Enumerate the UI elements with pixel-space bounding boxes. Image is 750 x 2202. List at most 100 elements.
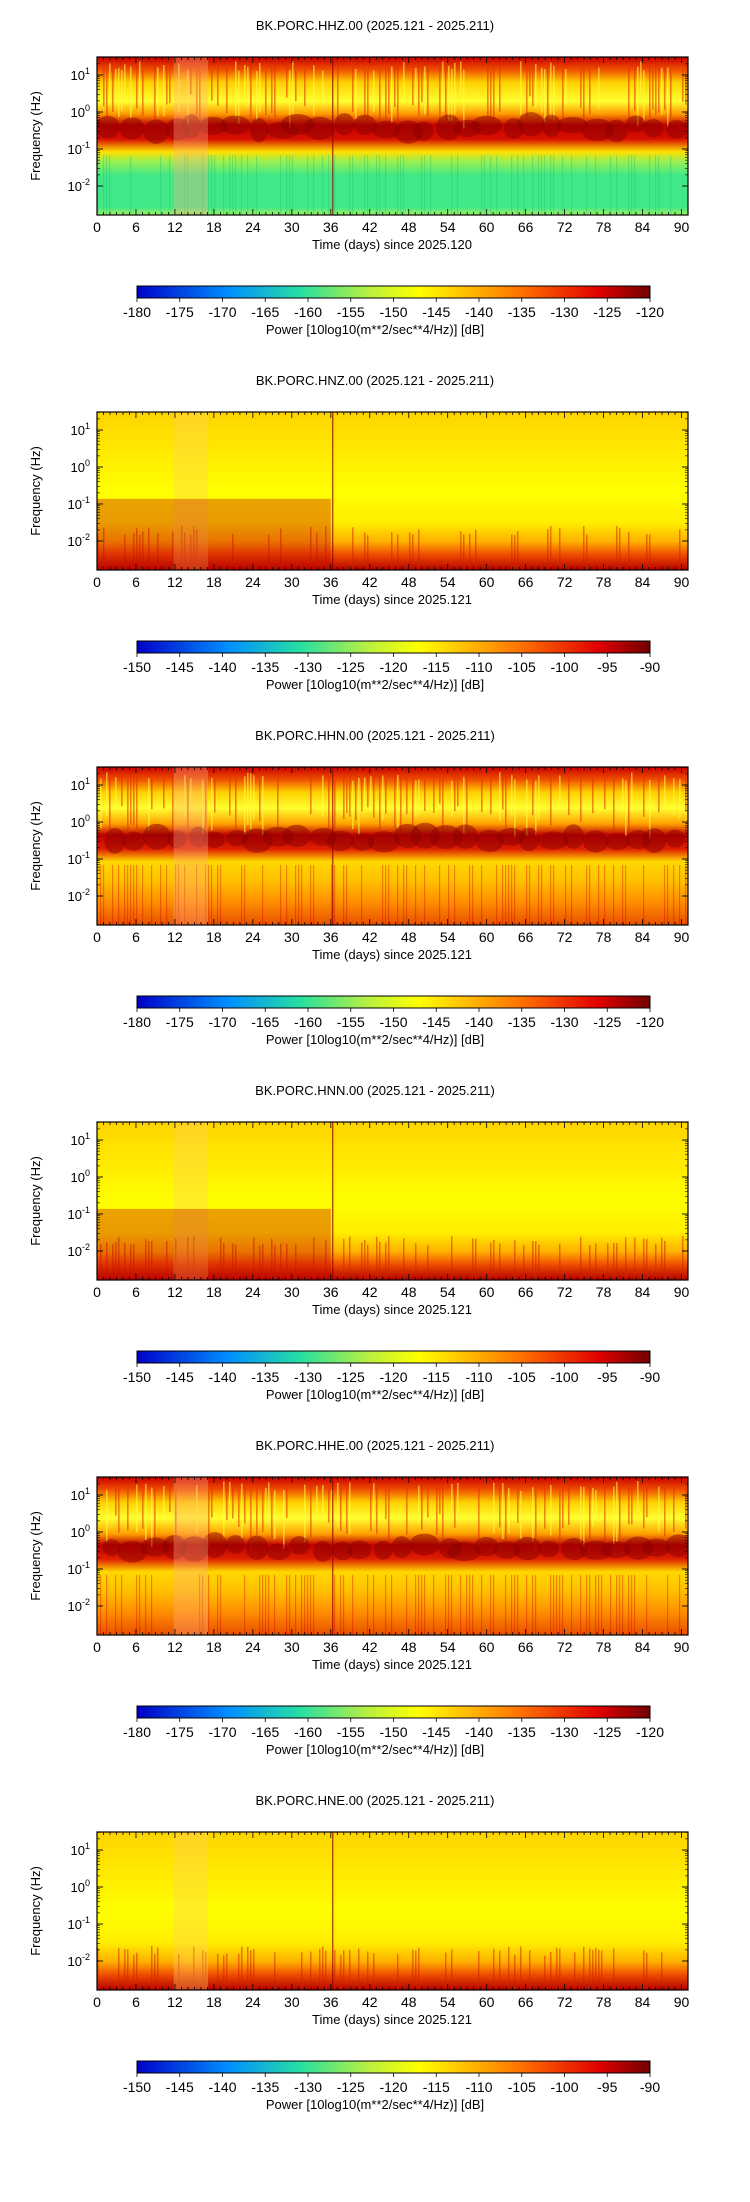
colorbar-tick-label: -170 bbox=[208, 1724, 236, 1740]
colorbar-tick-label: -140 bbox=[465, 1014, 493, 1030]
colorbar-tick-label: -150 bbox=[123, 2079, 151, 2095]
x-tick-label: 0 bbox=[93, 1994, 101, 2010]
y-tick-label: 10-2 bbox=[68, 177, 90, 194]
x-tick-label: 42 bbox=[362, 929, 378, 945]
colorbar-tick-label: -125 bbox=[593, 304, 621, 320]
chart-title: BK.PORC.HNN.00 (2025.121 - 2025.211) bbox=[255, 1083, 495, 1098]
colorbar-tick-label: -145 bbox=[166, 659, 194, 675]
colorbar-tick-label: -95 bbox=[597, 1369, 617, 1385]
x-tick-label: 84 bbox=[635, 1994, 651, 2010]
colorbar-tick-label: -180 bbox=[123, 304, 151, 320]
x-tick-label: 24 bbox=[245, 1284, 261, 1300]
x-tick-label: 60 bbox=[479, 1994, 495, 2010]
x-tick-label: 12 bbox=[167, 1994, 183, 2010]
y-tick-label: 101 bbox=[71, 421, 90, 438]
x-tick-label: 78 bbox=[596, 574, 612, 590]
x-tick-label: 66 bbox=[518, 574, 534, 590]
y-tick-label: 100 bbox=[71, 1523, 90, 1540]
colorbar-tick-label: -165 bbox=[251, 1014, 279, 1030]
x-tick-label: 18 bbox=[206, 1284, 222, 1300]
colorbar-label: Power [10log10(m**2/sec**4/Hz)] [dB] bbox=[266, 677, 484, 692]
chart-title: BK.PORC.HHE.00 (2025.121 - 2025.211) bbox=[256, 1438, 495, 1453]
x-tick-label: 36 bbox=[323, 1284, 339, 1300]
colorbar-tick-label: -140 bbox=[465, 304, 493, 320]
colorbar-tick-label: -135 bbox=[251, 2079, 279, 2095]
x-axis-label: Time (days) since 2025.121 bbox=[312, 2012, 472, 2027]
colorbar-tick-label: -175 bbox=[166, 1724, 194, 1740]
x-tick-label: 60 bbox=[479, 1284, 495, 1300]
colorbar-tick-label: -125 bbox=[593, 1014, 621, 1030]
colorbar-tick-label: -110 bbox=[466, 2079, 493, 2095]
colorbar-label: Power [10log10(m**2/sec**4/Hz)] [dB] bbox=[266, 1387, 484, 1402]
x-tick-label: 60 bbox=[479, 219, 495, 235]
spectrogram-heatmap bbox=[97, 767, 688, 925]
x-tick-label: 66 bbox=[518, 1639, 534, 1655]
x-tick-label: 30 bbox=[284, 574, 300, 590]
y-axis-label: Frequency (Hz) bbox=[28, 1156, 43, 1246]
x-tick-label: 36 bbox=[323, 219, 339, 235]
colorbar-tick-label: -95 bbox=[597, 2079, 617, 2095]
colorbar-tick-label: -120 bbox=[636, 304, 664, 320]
x-tick-label: 72 bbox=[557, 1994, 573, 2010]
x-tick-label: 54 bbox=[440, 574, 456, 590]
x-tick-label: 0 bbox=[93, 929, 101, 945]
x-tick-label: 48 bbox=[401, 1284, 417, 1300]
x-tick-label: 36 bbox=[323, 1639, 339, 1655]
y-tick-label: 10-1 bbox=[68, 140, 90, 157]
x-tick-label: 24 bbox=[245, 929, 261, 945]
spectrogram-panel: BK.PORC.HHZ.00 (2025.121 - 2025.211) 0 6 12… bbox=[28, 18, 690, 337]
x-tick-label: 48 bbox=[401, 929, 417, 945]
colorbar-tick-label: -135 bbox=[251, 1369, 279, 1385]
colorbar-tick-label: -155 bbox=[337, 304, 365, 320]
x-tick-label: 54 bbox=[440, 1284, 456, 1300]
colorbar-label: Power [10log10(m**2/sec**4/Hz)] [dB] bbox=[266, 1742, 484, 1757]
colorbar-tick-label: -145 bbox=[422, 1724, 450, 1740]
x-tick-label: 18 bbox=[206, 219, 222, 235]
colorbar-tick-label: -175 bbox=[166, 304, 194, 320]
x-tick-label: 78 bbox=[596, 219, 612, 235]
colorbar-tick-label: -135 bbox=[508, 304, 536, 320]
spectrogram-panel: BK.PORC.HNE.00 (2025.121 - 2025.211) 0 6 12… bbox=[28, 1793, 690, 2112]
x-tick-label: 30 bbox=[284, 929, 300, 945]
x-tick-label: 18 bbox=[206, 1994, 222, 2010]
colorbar bbox=[136, 640, 651, 654]
colorbar bbox=[136, 285, 651, 299]
colorbar-tick-label: -130 bbox=[294, 2079, 322, 2095]
colorbar-tick-label: -135 bbox=[508, 1014, 536, 1030]
y-tick-label: 101 bbox=[71, 776, 90, 793]
x-tick-label: 6 bbox=[132, 1994, 140, 2010]
colorbar-tick-label: -160 bbox=[294, 1014, 322, 1030]
y-tick-label: 10-1 bbox=[68, 1915, 90, 1932]
y-tick-label: 101 bbox=[71, 1131, 90, 1148]
y-tick-label: 10-1 bbox=[68, 495, 90, 512]
x-tick-label: 78 bbox=[596, 1994, 612, 2010]
colorbar-tick-label: -140 bbox=[208, 1369, 236, 1385]
x-tick-label: 24 bbox=[245, 1994, 261, 2010]
spectrogram-heatmap bbox=[97, 1122, 688, 1280]
y-tick-label: 100 bbox=[71, 1168, 90, 1185]
colorbar-tick-label: -180 bbox=[123, 1014, 151, 1030]
colorbar bbox=[136, 995, 651, 1009]
colorbar-tick-label: -105 bbox=[508, 659, 536, 675]
spectrogram-heatmap bbox=[97, 1477, 688, 1635]
colorbar-tick-label: -130 bbox=[550, 1724, 578, 1740]
colorbar-label: Power [10log10(m**2/sec**4/Hz)] [dB] bbox=[266, 2097, 484, 2112]
chart-title: BK.PORC.HHN.00 (2025.121 - 2025.211) bbox=[255, 728, 495, 743]
colorbar bbox=[136, 2060, 651, 2074]
y-tick-label: 100 bbox=[71, 458, 90, 475]
x-tick-label: 84 bbox=[635, 574, 651, 590]
y-tick-label: 10-2 bbox=[68, 532, 90, 549]
colorbar-tick-label: -115 bbox=[423, 2079, 450, 2095]
colorbar-tick-label: -140 bbox=[465, 1724, 493, 1740]
colorbar-tick-label: -90 bbox=[640, 1369, 660, 1385]
chart-title: BK.PORC.HNZ.00 (2025.121 - 2025.211) bbox=[256, 373, 494, 388]
y-tick-label: 101 bbox=[71, 1486, 90, 1503]
x-tick-label: 90 bbox=[674, 929, 690, 945]
y-tick-label: 100 bbox=[71, 1878, 90, 1895]
x-tick-label: 0 bbox=[93, 219, 101, 235]
x-tick-label: 48 bbox=[401, 1994, 417, 2010]
x-tick-label: 12 bbox=[167, 1639, 183, 1655]
x-tick-label: 60 bbox=[479, 929, 495, 945]
x-tick-label: 84 bbox=[635, 1284, 651, 1300]
colorbar-tick-label: -165 bbox=[251, 1724, 279, 1740]
